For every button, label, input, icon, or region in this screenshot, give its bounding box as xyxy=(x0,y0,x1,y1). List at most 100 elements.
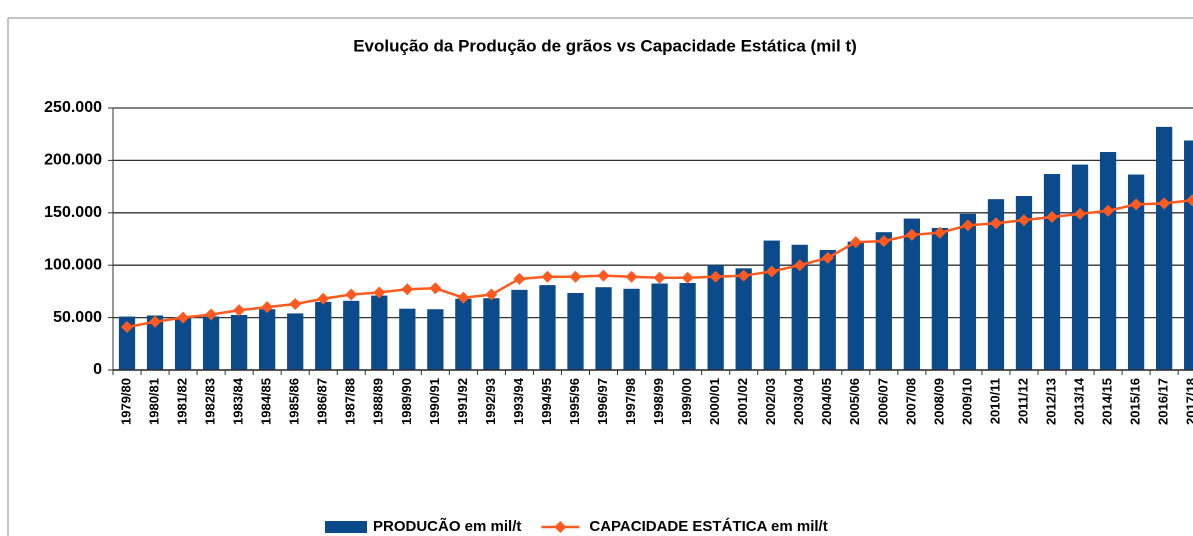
bar xyxy=(595,287,612,370)
x-tick-label: 1991/92 xyxy=(455,378,470,425)
marker xyxy=(905,228,918,241)
bar xyxy=(259,309,276,370)
marker xyxy=(233,304,246,317)
y-tick-label: 100.000 xyxy=(44,256,102,273)
x-tick-label: 1979/80 xyxy=(118,378,133,425)
x-tick-label: 1983/84 xyxy=(231,377,246,425)
chart-title: Evolução da Produção de grãos vs Capacid… xyxy=(353,36,857,55)
x-tick-label: 1982/83 xyxy=(203,378,218,425)
x-tick-label: 2001/02 xyxy=(735,378,750,425)
x-tick-label: 1997/98 xyxy=(623,378,638,425)
x-tick-label: 1987/88 xyxy=(343,378,358,425)
bar xyxy=(875,232,892,370)
x-tick-label: 2016/17 xyxy=(1156,378,1171,425)
marker xyxy=(821,251,834,264)
x-tick-label: 1984/85 xyxy=(259,378,274,425)
bar xyxy=(202,316,220,370)
marker xyxy=(653,271,666,284)
bar xyxy=(174,317,192,370)
marker xyxy=(1102,204,1115,217)
bar xyxy=(1043,174,1061,370)
marker xyxy=(1046,210,1059,223)
marker xyxy=(373,286,386,299)
y-tick-label: 150.000 xyxy=(44,204,102,221)
x-tick-label: 1993/94 xyxy=(511,377,526,425)
bar xyxy=(399,308,416,370)
marker xyxy=(709,270,722,283)
marker xyxy=(849,236,862,249)
bar xyxy=(231,314,248,370)
marker xyxy=(1074,207,1087,220)
marker xyxy=(317,292,330,305)
x-tick-label: 1994/95 xyxy=(539,378,554,425)
bar xyxy=(1099,152,1117,370)
bar xyxy=(315,301,332,370)
bar xyxy=(427,309,444,370)
x-tick-label: 2003/04 xyxy=(791,377,806,425)
x-tick-label: 2008/09 xyxy=(931,378,946,425)
marker xyxy=(1017,214,1030,227)
bar xyxy=(146,315,164,370)
bar xyxy=(1155,126,1173,370)
marker xyxy=(289,297,302,310)
y-tick-label: 0 xyxy=(93,361,102,378)
x-tick-label: 2000/01 xyxy=(707,378,722,425)
x-tick-label: 2017/18 xyxy=(1184,378,1193,425)
x-tick-label: 1988/89 xyxy=(371,378,386,425)
marker xyxy=(1186,194,1193,207)
x-tick-label: 2014/15 xyxy=(1100,378,1115,425)
bar xyxy=(959,213,977,370)
bar xyxy=(1071,164,1089,370)
marker xyxy=(933,226,946,239)
bar xyxy=(763,240,780,370)
bar xyxy=(118,316,136,370)
x-tick-label: 1985/86 xyxy=(287,378,302,425)
marker xyxy=(681,271,694,284)
bar xyxy=(287,313,304,370)
marker xyxy=(205,308,218,321)
marker xyxy=(541,270,554,283)
marker xyxy=(989,217,1002,230)
legend-label: PRODUCÃO em mil/t xyxy=(373,517,521,535)
x-tick-label: 1995/96 xyxy=(567,378,582,425)
marker xyxy=(485,288,498,301)
marker xyxy=(457,291,470,304)
legend-swatch xyxy=(325,521,367,533)
marker xyxy=(261,301,274,314)
x-tick-label: 2011/12 xyxy=(1015,378,1030,424)
marker xyxy=(149,315,162,328)
bar xyxy=(1184,140,1193,370)
marker xyxy=(877,235,890,248)
bar xyxy=(539,285,556,370)
marker xyxy=(597,269,610,282)
bar xyxy=(567,292,584,370)
marker xyxy=(401,283,414,296)
x-tick-label: 2004/05 xyxy=(819,378,834,425)
bar xyxy=(707,265,724,370)
marker xyxy=(429,282,442,295)
marker xyxy=(569,270,582,283)
x-tick-label: 1992/93 xyxy=(483,378,498,425)
x-tick-label: 1999/00 xyxy=(679,378,694,425)
marker xyxy=(121,321,134,334)
marker xyxy=(513,272,526,285)
x-tick-label: 1986/87 xyxy=(315,378,330,425)
y-tick-label: 200.000 xyxy=(44,152,102,169)
bar xyxy=(511,289,528,370)
bar xyxy=(343,300,360,370)
bar xyxy=(931,227,949,370)
bar xyxy=(651,283,668,370)
x-tick-label: 2012/13 xyxy=(1043,378,1058,425)
marker xyxy=(345,288,358,301)
bar xyxy=(987,199,1005,370)
x-tick-label: 1980/81 xyxy=(146,378,161,425)
bar xyxy=(791,244,808,370)
x-tick-label: 2009/10 xyxy=(959,378,974,425)
marker xyxy=(1158,197,1171,210)
marker xyxy=(961,219,974,232)
bar xyxy=(455,298,472,370)
bar xyxy=(819,250,836,370)
bar xyxy=(679,283,696,370)
